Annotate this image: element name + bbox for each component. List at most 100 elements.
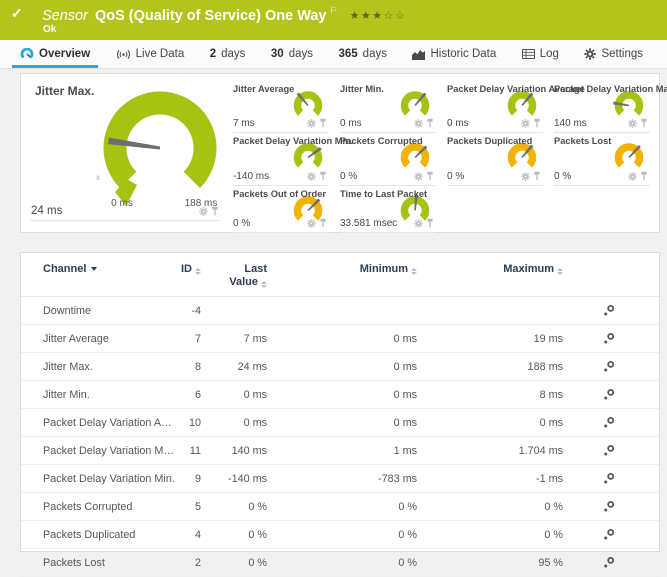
tab-log[interactable]: Log <box>520 40 561 68</box>
column-header-minimum[interactable]: Minimum <box>267 263 417 276</box>
pin-icon[interactable] <box>426 171 434 181</box>
cell-minimum: 0 ms <box>393 332 417 345</box>
pin-icon[interactable] <box>319 171 327 181</box>
cell-last-value: 7 ms <box>243 332 267 345</box>
cell-maximum: 0 ms <box>539 416 563 429</box>
cell-maximum: 95 % <box>538 556 563 569</box>
gauge-label: Packet Delay Variation Min. <box>233 136 354 146</box>
gear-icon[interactable] <box>521 118 530 128</box>
gauge-dial <box>608 88 650 122</box>
pin-icon[interactable] <box>640 118 648 128</box>
channel-row: Packets Duplicated 4 0 % 0 % 0 % <box>21 521 659 549</box>
gear-icon[interactable] <box>307 218 316 228</box>
gear-icon[interactable] <box>628 171 637 181</box>
gear-icon[interactable] <box>414 218 423 228</box>
cell-last-value: 0 ms <box>243 416 267 429</box>
gauge-value: 7 ms <box>233 118 255 129</box>
cell-channel: Downtime <box>43 304 92 317</box>
gauge-value: 0 % <box>447 171 465 182</box>
channel-row: Packets Lost 2 0 % 0 % 95 % <box>21 549 659 577</box>
cell-last-value: 140 ms <box>231 444 267 457</box>
channel-row: Packets Corrupted 5 0 % 0 % 0 % <box>21 493 659 521</box>
tab-historic-data[interactable]: Historic Data <box>410 40 498 68</box>
cell-last-value: 0 ms <box>243 388 267 401</box>
channel-row: Jitter Min. 6 0 ms 0 ms 8 ms <box>21 381 659 409</box>
column-header-last-value[interactable]: Last Value <box>229 263 267 288</box>
edit-channel-icon[interactable] <box>603 388 615 401</box>
gauge-dial <box>501 140 543 174</box>
pin-icon[interactable] <box>533 171 541 181</box>
pin-icon[interactable] <box>426 218 434 228</box>
column-header-id[interactable]: ID <box>175 263 201 276</box>
edit-channel-icon[interactable] <box>603 556 615 569</box>
gauge-cell: Time to Last Packet 33.581 msec <box>340 186 436 233</box>
cell-minimum: 0 ms <box>393 388 417 401</box>
sensor-status-text: Ok <box>43 24 57 35</box>
cell-id: 7 <box>194 332 201 345</box>
edit-channel-icon[interactable] <box>603 444 615 457</box>
priority-stars[interactable]: ★★★☆☆ <box>349 10 407 22</box>
log-icon <box>521 49 535 59</box>
tab-settings[interactable]: Settings <box>582 40 645 68</box>
gauge-dial <box>287 140 329 174</box>
tab-live-data[interactable]: Live Data <box>114 40 187 68</box>
gauge-value: 0 ms <box>447 118 469 129</box>
pin-icon[interactable] <box>640 171 648 181</box>
gauge-x-marker: x <box>96 173 100 182</box>
primary-gauge-label: Jitter Max. <box>35 84 95 98</box>
cell-maximum: 19 ms <box>533 332 563 345</box>
edit-channel-icon[interactable] <box>603 500 615 513</box>
column-header-channel[interactable]: Channel <box>43 263 175 276</box>
edit-channel-icon[interactable] <box>603 472 615 485</box>
gauge-cell: Jitter Min. 0 ms <box>340 81 436 133</box>
channel-row: Packet Delay Variation Max. 11 140 ms 1 … <box>21 437 659 465</box>
cell-channel: Jitter Min. <box>43 388 90 401</box>
tab-30-days[interactable]: 30 days <box>270 48 313 60</box>
edit-channel-icon[interactable] <box>603 416 615 429</box>
cell-channel: Jitter Average <box>43 332 109 345</box>
gauge-value: 0 ms <box>340 118 362 129</box>
gauge-dial <box>287 193 329 227</box>
flag-icon[interactable]: ⚐ <box>329 5 338 15</box>
gear-icon[interactable] <box>628 118 637 128</box>
pin-icon[interactable] <box>533 118 541 128</box>
gear-icon[interactable] <box>307 171 316 181</box>
pin-icon[interactable] <box>211 206 219 216</box>
gear-icon[interactable] <box>199 206 208 216</box>
gear-icon[interactable] <box>414 171 423 181</box>
gauge-cell: Packets Duplicated 0 % <box>447 133 543 186</box>
sort-arrows-icon <box>557 268 563 275</box>
cell-last-value: 0 % <box>248 500 267 513</box>
tab-2-days[interactable]: 2 days <box>209 48 246 60</box>
gauge-cell: Packets Corrupted 0 % <box>340 133 436 186</box>
gauge-label: Jitter Min. <box>340 84 384 94</box>
gauge-cell: Jitter Average 7 ms <box>233 81 329 133</box>
gauge-label: Packets Out of Order <box>233 189 326 199</box>
cell-maximum: 1.704 ms <box>518 444 563 457</box>
cell-maximum: 188 ms <box>527 360 563 373</box>
column-header-maximum[interactable]: Maximum <box>417 263 563 276</box>
overview-panel: Jitter Max. x 0 ms 188 ms 24 ms Jitter A… <box>20 73 667 233</box>
gear-icon[interactable] <box>414 118 423 128</box>
gear-icon[interactable] <box>521 171 530 181</box>
pin-icon[interactable] <box>319 218 327 228</box>
cell-channel: Packet Delay Variation Average <box>43 416 175 429</box>
gauge-dial <box>394 193 436 227</box>
edit-channel-icon[interactable] <box>603 360 615 373</box>
sensor-title: QoS (Quality of Service) One Way <box>94 8 327 24</box>
cell-id: 9 <box>194 472 201 485</box>
gear-icon[interactable] <box>307 118 316 128</box>
edit-channel-icon[interactable] <box>603 332 615 345</box>
tab-overview[interactable]: Overview <box>11 40 99 68</box>
edit-channel-icon[interactable] <box>603 304 615 317</box>
gauge-dial <box>608 140 650 174</box>
tab-365-days[interactable]: 365 days <box>338 48 387 60</box>
edit-channel-icon[interactable] <box>603 528 615 541</box>
cell-maximum: 0 % <box>544 528 563 541</box>
channel-row: Jitter Average 7 7 ms 0 ms 19 ms <box>21 325 659 353</box>
pin-icon[interactable] <box>426 118 434 128</box>
cell-minimum: 1 ms <box>393 444 417 457</box>
pin-icon[interactable] <box>319 118 327 128</box>
small-gauges-grid: Jitter Average 7 ms Jitter Min. 0 ms Pac… <box>233 81 667 233</box>
gauge-value: 0 % <box>233 218 251 229</box>
